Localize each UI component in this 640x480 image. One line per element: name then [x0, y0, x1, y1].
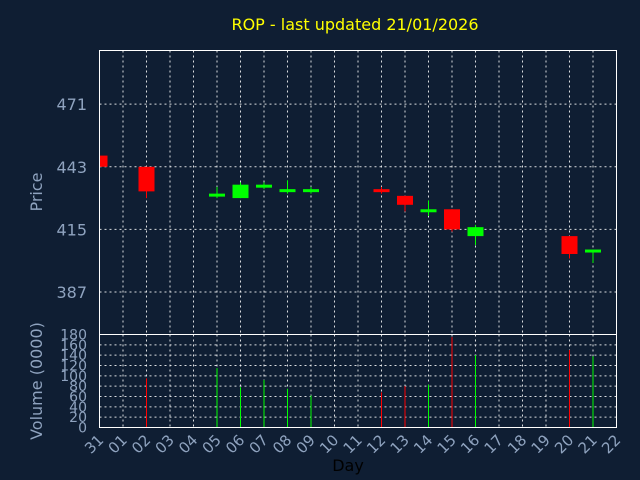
candle-body	[138, 166, 155, 192]
x-tick-label: 08	[269, 431, 295, 457]
x-tick-label: 03	[152, 431, 178, 457]
x-tick-label: 09	[293, 431, 319, 457]
price-axis-label: Price	[27, 172, 46, 211]
candle-body	[232, 184, 249, 199]
candle-body	[561, 236, 578, 254]
x-tick-label: 18	[504, 431, 530, 457]
x-tick-label: 14	[410, 431, 436, 457]
x-tick-label: 20	[551, 431, 577, 457]
volume-y-tick-label: 60	[69, 390, 87, 406]
volume-grid	[99, 334, 617, 428]
x-tick-label: 07	[246, 431, 272, 457]
volume-y-tick-label: 40	[69, 400, 87, 416]
x-tick-label: 19	[528, 431, 554, 457]
candles	[99, 155, 601, 263]
candle-body	[373, 189, 390, 193]
x-axis-label: Day	[332, 456, 364, 475]
x-tick-label: 17	[481, 431, 507, 457]
candle-body	[420, 209, 437, 213]
candle-body	[467, 227, 484, 237]
price-y-tick-label: 387	[56, 283, 87, 302]
candle-body	[585, 249, 601, 253]
x-tick-label: 10	[316, 431, 342, 457]
volume-y-tick-label: 0	[78, 421, 87, 437]
candle-body	[99, 155, 108, 167]
price-y-tick-label: 471	[56, 95, 87, 114]
candle-body	[397, 195, 413, 205]
volume-y-tick-label: 100	[60, 369, 87, 385]
x-tick-label: 04	[175, 431, 201, 457]
volume-y-tick-label: 120	[60, 359, 87, 375]
price-grid	[99, 50, 617, 335]
volume-y-tick-label: 160	[60, 338, 87, 354]
volume-y-tick-label: 180	[60, 328, 87, 344]
price-y-tick-label: 443	[56, 158, 87, 177]
candle-body	[279, 189, 296, 193]
candle-body	[256, 184, 272, 188]
x-tick-label: 06	[222, 431, 248, 457]
volume-bars	[146, 337, 594, 428]
x-tick-label: 05	[199, 431, 225, 457]
price-y-tick-label: 415	[56, 220, 87, 239]
x-tick-label: 11	[340, 431, 366, 457]
x-tick-label: 16	[457, 431, 483, 457]
x-tick-label: 13	[387, 431, 413, 457]
x-tick-label: 02	[128, 431, 154, 457]
candle-body	[303, 189, 319, 193]
x-tick-label: 01	[105, 431, 131, 457]
volume-panel-frame	[99, 334, 617, 428]
candle-body	[209, 193, 225, 197]
x-tick-label: 21	[575, 431, 601, 457]
x-tick-label: 15	[434, 431, 460, 457]
x-tick-label: 12	[363, 431, 389, 457]
x-tick-label: 22	[598, 431, 624, 457]
volume-y-tick-label: 80	[69, 379, 87, 395]
x-ticks: 3101020304050607080910111213141516171819…	[81, 431, 624, 457]
volume-y-tick-label: 140	[60, 348, 87, 364]
volume-y-tick-label: 20	[69, 410, 87, 426]
volume-axis-label: Volume (0000)	[27, 322, 46, 440]
candle-body	[444, 209, 460, 230]
chart-title: ROP - last updated 21/01/2026	[231, 15, 478, 34]
price-y-ticks: 387 415 443 471	[56, 95, 87, 302]
